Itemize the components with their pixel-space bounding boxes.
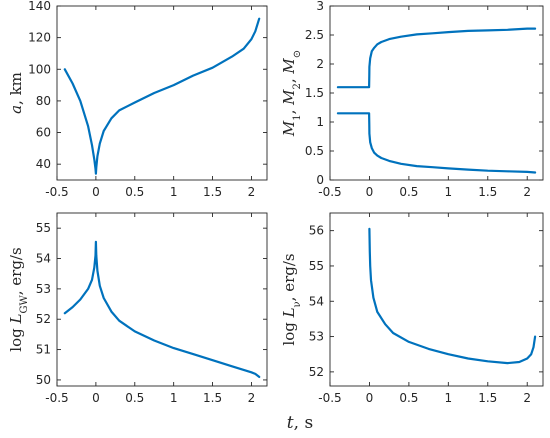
y-tick-label: 53 bbox=[309, 330, 324, 344]
y-tick-label: 53 bbox=[36, 282, 51, 296]
x-tick-label: 1 bbox=[170, 391, 178, 405]
y-tick-label: 3 bbox=[316, 0, 324, 13]
y-tick-label: 60 bbox=[36, 126, 51, 140]
x-tick-label: 1.5 bbox=[203, 391, 222, 405]
axes-frame bbox=[56, 5, 268, 181]
x-tick-label: 1 bbox=[445, 185, 453, 199]
label-part: L bbox=[7, 313, 25, 324]
x-tick-label: -0.5 bbox=[318, 391, 341, 405]
x-tick-label: 1 bbox=[445, 391, 453, 405]
x-tick-label: -0.5 bbox=[45, 185, 68, 199]
x-tick-label: -0.5 bbox=[318, 185, 341, 199]
x-tick-label: 1.5 bbox=[478, 391, 497, 405]
x-tick-label: 1.5 bbox=[478, 185, 497, 199]
series-line bbox=[368, 227, 537, 365]
y-tick-label: 100 bbox=[28, 62, 51, 76]
y-tick-label: 80 bbox=[36, 94, 51, 108]
label-part: ν bbox=[292, 301, 303, 307]
x-tick-label: 2 bbox=[523, 391, 531, 405]
x-tick-label: 0 bbox=[92, 391, 100, 405]
label-part: 1 bbox=[292, 114, 303, 120]
series-line bbox=[63, 240, 261, 378]
axes-frame bbox=[56, 212, 268, 387]
label-part: log bbox=[7, 323, 25, 351]
series-line bbox=[336, 112, 537, 174]
y-tick-label: 0 bbox=[316, 173, 324, 187]
y-axis-label: log Lν, erg/s bbox=[280, 253, 303, 345]
x-tick-label: 0.5 bbox=[399, 185, 418, 199]
y-tick-label: 55 bbox=[36, 221, 51, 235]
label-part: , bbox=[280, 74, 298, 84]
y-tick-label: 2 bbox=[316, 57, 324, 71]
y-tick-label: 54 bbox=[36, 252, 51, 266]
x-tick-label: 0 bbox=[366, 391, 374, 405]
y-tick-label: 2.5 bbox=[305, 28, 324, 42]
label-part: M bbox=[280, 89, 298, 106]
subplot-gw-luminosity: -0.5 0 0.5 1 1.5 2 50 51 52 53 54 55 log LGW, erg/s bbox=[7, 212, 268, 405]
y-tick-label: 0.5 bbox=[305, 144, 324, 158]
x-tick-label: 0.5 bbox=[399, 391, 418, 405]
y-axis-label: M1, M2, M⊙ bbox=[280, 50, 303, 137]
x-tick-label: 1 bbox=[170, 185, 178, 199]
label-part: ⊙ bbox=[292, 50, 303, 58]
x-tick-label: 2 bbox=[248, 391, 256, 405]
label-part: , s bbox=[294, 413, 314, 433]
y-tick-label: 52 bbox=[309, 365, 324, 379]
label-part: M bbox=[280, 58, 298, 75]
x-tick-label: 0.5 bbox=[125, 391, 144, 405]
y-tick-label: 1.5 bbox=[305, 86, 324, 100]
x-tick-label: -0.5 bbox=[45, 391, 68, 405]
x-tick-label: 2 bbox=[523, 185, 531, 199]
y-tick-label: 40 bbox=[36, 157, 51, 171]
y-tick-label: 1 bbox=[316, 115, 324, 129]
label-part: a bbox=[7, 105, 25, 114]
label-part: M bbox=[280, 120, 298, 137]
label-part: L bbox=[280, 307, 298, 318]
subplot-neutrino-luminosity: -0.5 0 0.5 1 1.5 2 52 53 54 55 56 log Lν, erg/s bbox=[280, 212, 544, 405]
x-tick-label: 0 bbox=[92, 185, 100, 199]
label-part: , km bbox=[7, 72, 25, 105]
label-part: log bbox=[280, 317, 298, 345]
subplot-a-separation: -0.5 0 0.5 1 1.5 2 40 60 80 100 120 140 a, km bbox=[7, 0, 268, 199]
label-part: , erg/s bbox=[7, 247, 25, 295]
x-tick-label: 0 bbox=[366, 185, 374, 199]
label-part: 2 bbox=[292, 83, 303, 89]
figure-x-axis-label: t, s bbox=[287, 413, 313, 433]
label-part: , erg/s bbox=[280, 253, 298, 301]
x-tick-label: 2 bbox=[248, 185, 256, 199]
y-tick-label: 54 bbox=[309, 294, 324, 308]
y-tick-label: 56 bbox=[309, 224, 324, 238]
y-tick-label: 120 bbox=[28, 31, 51, 45]
y-tick-label: 50 bbox=[36, 373, 51, 387]
series-line bbox=[336, 27, 537, 89]
label-part: GW bbox=[19, 295, 30, 314]
label-part: , bbox=[280, 105, 298, 115]
y-tick-label: 51 bbox=[36, 343, 51, 357]
axes-frame bbox=[329, 212, 544, 387]
x-tick-label: 1.5 bbox=[203, 185, 222, 199]
x-tick-label: 0.5 bbox=[125, 185, 144, 199]
y-tick-label: 55 bbox=[309, 259, 324, 273]
y-tick-label: 140 bbox=[28, 0, 51, 13]
y-tick-label: 52 bbox=[36, 312, 51, 326]
series-line bbox=[63, 17, 261, 175]
label-part: t bbox=[287, 413, 294, 433]
y-axis-label: log LGW, erg/s bbox=[7, 247, 30, 351]
y-axis-label: a, km bbox=[7, 72, 25, 114]
